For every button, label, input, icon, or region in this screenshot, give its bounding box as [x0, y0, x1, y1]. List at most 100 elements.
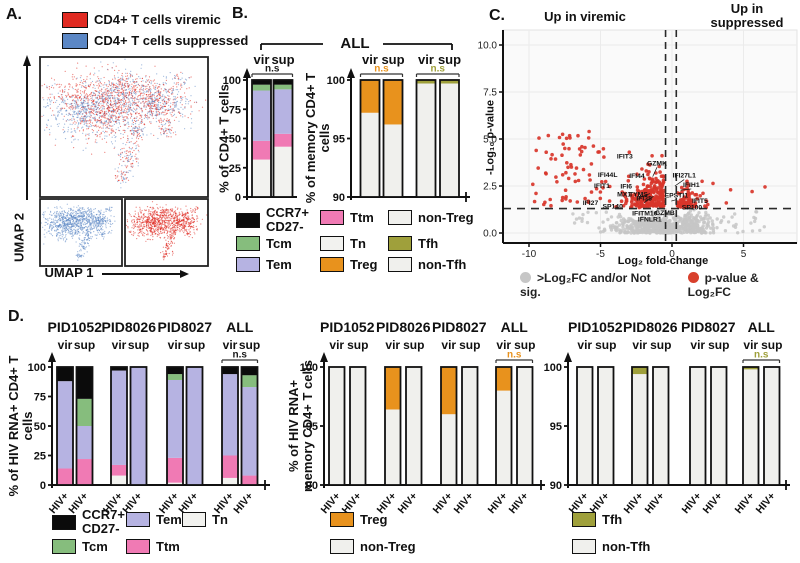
bar-seg-non-Tfh	[743, 369, 759, 485]
svg-text:sup: sup	[128, 338, 149, 352]
legend-label: CCR7+ CD27-	[266, 205, 309, 234]
bar-PID1052-vir	[56, 366, 74, 486]
svg-text:50: 50	[34, 421, 46, 433]
legend-item-non-tfh: non-Tfh	[388, 257, 466, 272]
svg-text:vir: vir	[577, 338, 592, 352]
legend-label: non-Treg	[360, 538, 416, 554]
svg-text:PID1052: PID1052	[48, 319, 103, 335]
bar-seg-non-Treg	[385, 409, 401, 485]
legend-label: Tem	[156, 511, 182, 527]
volcano-legend-nonsig: >Log₂FC and/or Not sig.	[520, 271, 651, 299]
svg-text:n.s: n.s	[507, 350, 522, 361]
bar-seg-non-Tfh	[653, 367, 669, 485]
legend-item-treg: Treg	[330, 512, 387, 527]
tem-swatch	[236, 257, 260, 272]
ttm-swatch	[320, 210, 344, 225]
svg-text:n.s: n.s	[265, 64, 280, 75]
bar-seg-non-Treg	[360, 112, 380, 197]
svg-text:PID8027: PID8027	[681, 319, 736, 335]
bar-seg-non-Tfh	[598, 367, 614, 485]
svg-text:PID8026: PID8026	[102, 319, 157, 335]
viremic-swatch	[62, 12, 88, 28]
bar-B2-sup	[382, 79, 404, 198]
svg-text:sup: sup	[403, 338, 424, 352]
bar-PID1052-sup	[75, 366, 94, 486]
legend-item-ccr7-cd27-: CCR7+ CD27-	[236, 206, 309, 234]
svg-text:ALL: ALL	[748, 319, 776, 335]
bar-seg-non-Treg	[441, 414, 457, 485]
bar-seg-Tn	[167, 482, 183, 485]
bar-seg-Tem	[222, 374, 238, 456]
legend-label: Tn	[212, 511, 228, 527]
legend-label-viremic: CD4+ T cells viremic	[94, 12, 221, 27]
bar-seg-non-Treg	[496, 390, 512, 485]
svg-text:HIV+: HIV+	[733, 490, 757, 516]
bar-seg-Tfh	[743, 367, 759, 370]
legend-label: non-Treg	[418, 209, 474, 225]
bar-PID8027-vir	[689, 366, 707, 486]
panel-c-label: C.	[489, 7, 505, 24]
legend-item-viremic: CD4+ T cells viremic	[62, 12, 221, 28]
bar-seg-Tem	[241, 387, 258, 476]
svg-text:vir: vir	[168, 338, 183, 352]
legend-item-ccr7-cd27-: CCR7+ CD27-	[52, 508, 125, 536]
treg-swatch	[320, 257, 344, 272]
svg-text:vir: vir	[58, 338, 73, 352]
svg-text:sup: sup	[595, 338, 616, 352]
legend-label: non-Tfh	[602, 538, 651, 554]
legend-label: Tfh	[418, 235, 439, 251]
bar-seg-Tn	[222, 477, 238, 485]
bar-ALL-sup	[763, 366, 781, 486]
svg-text:PID8027: PID8027	[158, 319, 213, 335]
legend-item-non-treg: non-Treg	[388, 210, 474, 225]
treg-swatch	[330, 512, 354, 527]
svg-text:n.s: n.s	[754, 350, 769, 361]
bar-seg-non-Treg	[329, 367, 345, 485]
bar-seg-Ttm	[76, 459, 93, 485]
non-tfh-swatch	[572, 539, 596, 554]
bar-B1-sup	[272, 79, 294, 198]
tfh-swatch	[572, 512, 596, 527]
bar-seg-non-Tfh	[416, 83, 436, 197]
legend-item-suppressed: CD4+ T cells suppressed	[62, 33, 248, 49]
legend-label: Tn	[350, 235, 366, 251]
legend-item-tcm: Tcm	[236, 236, 292, 251]
bar-seg-non-Tfh	[632, 374, 648, 485]
svg-text:PID1052: PID1052	[320, 319, 375, 335]
svg-text:sup: sup	[650, 338, 671, 352]
bar-PID8026-vir	[631, 366, 649, 486]
legend-item-ttm: Ttm	[126, 539, 180, 554]
nonsig-dot-icon	[520, 272, 531, 283]
bar-seg-Tcm	[252, 84, 271, 91]
non-treg-swatch	[388, 210, 412, 225]
svg-text:sup: sup	[184, 338, 205, 352]
bar-seg-Treg	[383, 80, 403, 125]
tem-swatch	[126, 512, 150, 527]
bar-PID8027-vir	[440, 366, 458, 486]
b1-y-axis-label: % of CD4+ T cells	[216, 84, 232, 193]
bar-seg-Tem	[273, 89, 293, 134]
bar-seg-Treg	[441, 367, 457, 415]
svg-text:vir: vir	[632, 338, 647, 352]
b2-y-axis-label: % of memory CD4+ T cells	[303, 72, 332, 204]
svg-text:sup: sup	[347, 338, 368, 352]
svg-text:PID8027: PID8027	[432, 319, 487, 335]
legend-label: Tfh	[602, 511, 623, 527]
svg-text:75: 75	[34, 392, 46, 404]
svg-text:vir: vir	[385, 338, 400, 352]
svg-text:HIV+: HIV+	[452, 490, 476, 516]
ttm-swatch	[126, 539, 150, 554]
volcano-legend-sig: p-value & Log₂FC	[687, 271, 759, 299]
bar-seg-non-Tfh	[690, 367, 706, 485]
bar-seg-Tem	[57, 381, 73, 469]
svg-text:95: 95	[550, 421, 562, 433]
bar-seg-Tcm	[273, 84, 293, 90]
umap-y-axis-label: UMAP 2	[11, 213, 27, 262]
bar-seg-non-Tfh	[440, 83, 459, 197]
bar-PID1052-sup	[597, 366, 615, 486]
bar-seg-CCR7+ CD27-	[111, 367, 127, 371]
bar-PID8026-vir	[384, 366, 402, 486]
bar-seg-Ttm	[167, 457, 183, 483]
bar-seg-Tem	[130, 367, 147, 485]
svg-text:95: 95	[333, 134, 345, 146]
